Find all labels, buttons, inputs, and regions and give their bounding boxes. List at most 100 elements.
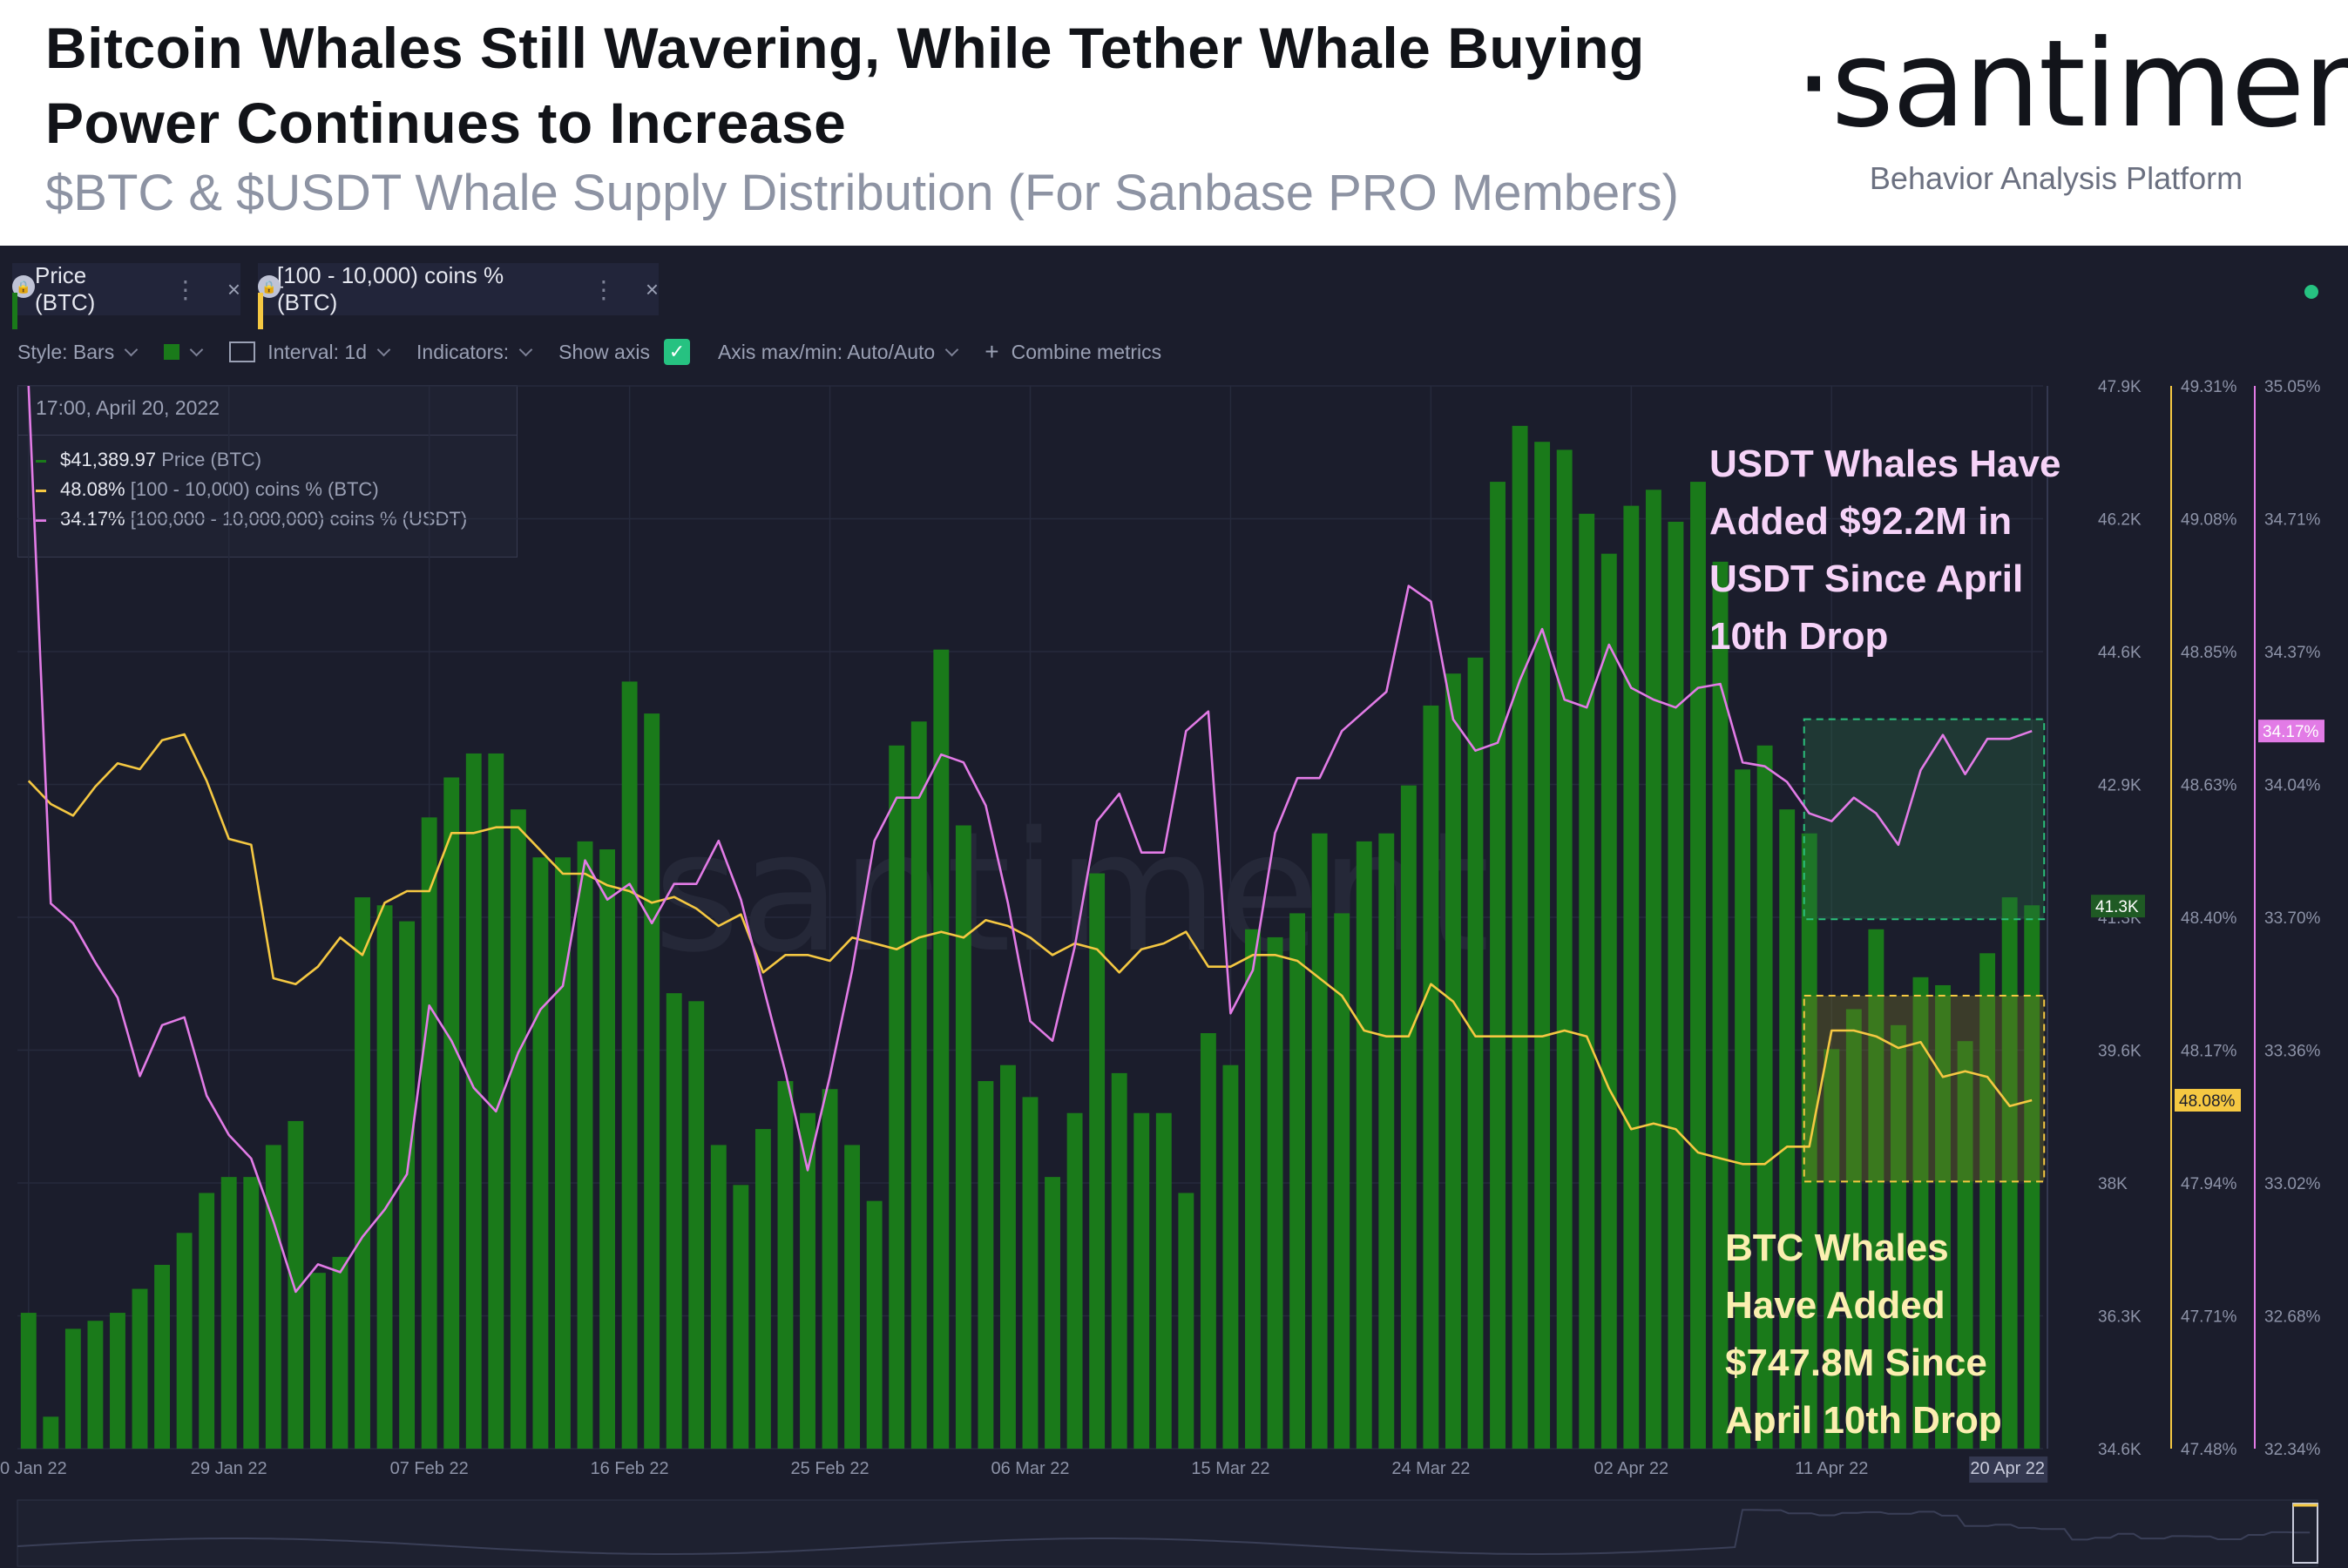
price-bar (1756, 745, 1773, 1449)
style-label: Style: Bars (17, 340, 115, 363)
y-tick-label: 48.17% (2181, 1043, 2237, 1061)
price-bar (1111, 1072, 1127, 1449)
price-bar (1133, 1112, 1150, 1449)
navigator-handle-icon[interactable] (2292, 1503, 2318, 1564)
usdt-highlight-box (1803, 718, 2046, 921)
price-bar (132, 1288, 148, 1449)
show-axis-toggle[interactable]: Show axis ✓ (558, 339, 690, 365)
price-bar (87, 1321, 104, 1449)
price-bar (555, 857, 571, 1449)
price-bar (154, 1265, 171, 1449)
y-tick-label: 48.63% (2181, 777, 2237, 795)
y-tick-label: 44.6K (2098, 644, 2142, 662)
price-bar (1668, 521, 1684, 1449)
price-bar (733, 1185, 749, 1449)
legend-marker (36, 518, 46, 522)
chart-toolbar: Style: Bars Interval: 1d Indicators: Sho… (17, 333, 1189, 371)
navigator-sparkline (17, 1509, 2311, 1555)
x-tick-label: 02 Apr 22 (1594, 1459, 1669, 1478)
annotation-line: April 10th Drop (1725, 1399, 2002, 1442)
price-bar (1378, 833, 1395, 1449)
legend-label: Price (BTC) (161, 449, 262, 470)
page-subtitle: $BTC & $USDT Whale Supply Distribution (… (45, 165, 1679, 221)
annotation-line: 10th Drop (1709, 615, 1889, 658)
checkbox-checked-icon[interactable]: ✓ (663, 339, 690, 365)
price-bar (1556, 449, 1573, 1449)
price-bar (1579, 513, 1595, 1450)
color-swatch (164, 344, 180, 360)
combine-metrics-button[interactable]: + Combine metrics (985, 338, 1161, 366)
price-bar (1600, 553, 1617, 1449)
indicators-label: Indicators: (416, 340, 510, 363)
annotation-line: USDT Since April (1709, 558, 2024, 600)
price-bar (644, 713, 660, 1449)
price-bar (1623, 505, 1640, 1449)
price-bar (1735, 769, 1751, 1449)
annotation-line: USDT Whales Have (1709, 443, 2061, 485)
y-tick-label: 47.71% (2181, 1308, 2237, 1327)
style-select[interactable]: Style: Bars (17, 340, 139, 364)
more-options-icon[interactable]: ⋮ (173, 275, 198, 303)
interval-label: Interval: 1d (267, 340, 368, 363)
navigator[interactable] (17, 1499, 2318, 1567)
close-icon[interactable]: × (227, 275, 240, 302)
price-bar (1066, 1112, 1083, 1449)
more-options-icon[interactable]: ⋮ (591, 275, 616, 303)
price-bar (288, 1120, 304, 1449)
tooltip-legend: 17:00, April 20, 2022 $41,389.97 Price (… (17, 385, 518, 558)
price-bar (666, 993, 682, 1449)
legend-value: $41,389.97 (60, 449, 157, 470)
price-current-badge (2091, 895, 2145, 918)
color-select[interactable] (164, 342, 204, 360)
y-tick-label: 47.48% (2181, 1441, 2237, 1459)
legend-label: [100 - 10,000) coins % (BTC) (130, 478, 379, 500)
price-bar (933, 649, 950, 1449)
price-bar (1824, 1049, 1840, 1449)
price-bar (20, 1313, 37, 1449)
price-bar (1512, 425, 1528, 1450)
price-bar (1289, 913, 1306, 1449)
x-tick-label: 20 Jan 22 (0, 1459, 67, 1478)
price-bar (1155, 1112, 1172, 1449)
btc-highlight-box (1803, 995, 2046, 1183)
axis-maxmin-label: Axis max/min: Auto/Auto (717, 340, 936, 363)
price-bar (866, 1200, 883, 1449)
price-bar (1445, 673, 1461, 1449)
annotation-line: Have Added (1725, 1284, 1945, 1327)
y-tick-label: 36.3K (2098, 1308, 2142, 1327)
header: Bitcoin Whales Still Wavering, While Tet… (0, 0, 2348, 246)
interval-select[interactable]: Interval: 1d (229, 340, 391, 364)
price-bar (910, 721, 927, 1449)
calendar-icon (229, 341, 256, 362)
navigator-track[interactable] (17, 1499, 2318, 1567)
price-bar (220, 1177, 237, 1449)
price-bar (309, 1273, 326, 1449)
price-bar (1022, 1097, 1039, 1449)
price-bar (1712, 561, 1729, 1449)
price-bar (1779, 809, 1796, 1449)
btc-current-badge-text: 48.08% (2179, 1092, 2236, 1111)
btc-current-badge (2175, 1089, 2241, 1112)
price-bar (443, 777, 460, 1449)
price-bar (64, 1328, 81, 1449)
y-tick-label: 34.37% (2264, 644, 2321, 662)
x-tick-label: 29 Jan 22 (191, 1459, 267, 1478)
x-tick-label: 07 Feb 22 (390, 1459, 469, 1478)
legend-marker (36, 459, 46, 463)
logo-tagline: Behavior Analysis Platform (1869, 160, 2243, 196)
indicators-select[interactable]: Indicators: (416, 340, 533, 364)
price-bar (243, 1177, 260, 1449)
legend-row-price: $41,389.97 Price (BTC) (36, 449, 261, 471)
btc-whale-line (27, 733, 2033, 1166)
tab-price-btc[interactable]: 🔒 Price (BTC) ⋮ × (12, 262, 240, 329)
price-bar (465, 753, 482, 1449)
price-bar (777, 1081, 794, 1449)
tab-btc-whale[interactable]: 🔒 [100 - 10,000) coins % (BTC) ⋮ × (258, 262, 659, 329)
price-bar (1245, 929, 1261, 1449)
price-bar (1400, 785, 1417, 1449)
price-bar (754, 1129, 771, 1449)
close-icon[interactable]: × (645, 275, 659, 302)
axis-maxmin-select[interactable]: Axis max/min: Auto/Auto (717, 340, 959, 364)
price-bar (1957, 1041, 1973, 1449)
